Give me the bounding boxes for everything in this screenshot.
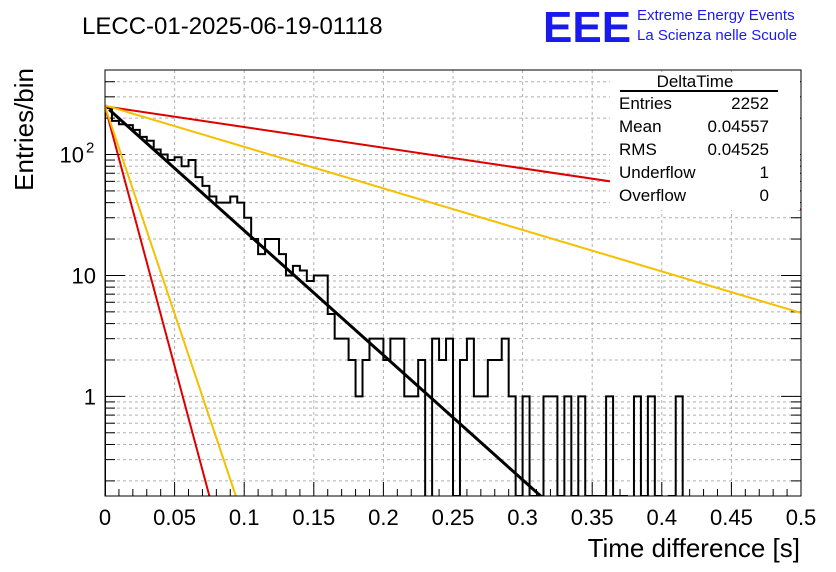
eee-logo: EEE [543, 3, 631, 52]
y-tick-label: 10 [72, 263, 96, 288]
x-tick-label: 0.1 [229, 505, 260, 530]
stats-row-label: RMS [619, 140, 657, 159]
y-tick-label: 1 [84, 384, 96, 409]
stats-row-value: 0.04525 [708, 140, 769, 159]
x-tick-label: 0.45 [710, 505, 753, 530]
x-tick-label: 0.05 [153, 505, 196, 530]
stats-row-value: 0 [760, 186, 769, 205]
x-tick-label: 0.35 [571, 505, 614, 530]
histogram [105, 107, 684, 496]
stats-title: DeltaTime [657, 72, 734, 91]
chart-title: LECC-01-2025-06-19-01118 [82, 13, 383, 40]
fit-line [108, 108, 542, 496]
exponential-curve [105, 106, 237, 496]
plot-content [105, 104, 801, 496]
x-tick-label: 0 [99, 505, 111, 530]
x-tick-label: 0.4 [647, 505, 678, 530]
stats-box-background [610, 72, 800, 210]
exponential-curve [105, 106, 211, 496]
x-tick-labels: 0 0.05 0.1 0.15 0.2 0.25 0.3 0.35 0.4 0.45 0.5 [99, 505, 816, 530]
stats-box: DeltaTime Entries 2252 Mean 0.04557 RMS 0.045… [610, 72, 800, 210]
x-tick-label: 0.3 [507, 505, 538, 530]
plot-frame [104, 69, 802, 497]
stats-row-value: 1 [760, 163, 769, 182]
x-tick-label: 0.5 [786, 505, 817, 530]
exponential-curve [105, 104, 801, 314]
stats-row-value: 0.04557 [708, 117, 769, 136]
x-tick-label: 0.15 [292, 505, 335, 530]
y-axis-label: Entries/bin [9, 68, 39, 191]
y-tick-label-exponent: 2 [86, 140, 94, 157]
org-name-line2: La Scienza nelle Scuole [637, 27, 797, 44]
y-tick-label: 10 [60, 143, 84, 168]
x-tick-label: 0.2 [368, 505, 399, 530]
x-axis-label: Time difference [s] [588, 533, 800, 563]
stats-rows: Entries 2252 Mean 0.04557 RMS 0.04525 Underflo… [619, 94, 769, 205]
org-name-line1: Extreme Energy Events [637, 7, 795, 24]
stats-row-label: Mean [619, 117, 662, 136]
stats-row-label: Overflow [619, 186, 687, 205]
stats-row-value: 2252 [731, 94, 769, 113]
stats-row-label: Entries [619, 94, 672, 113]
stats-row-label: Underflow [619, 163, 696, 182]
x-tick-label: 0.25 [432, 505, 475, 530]
